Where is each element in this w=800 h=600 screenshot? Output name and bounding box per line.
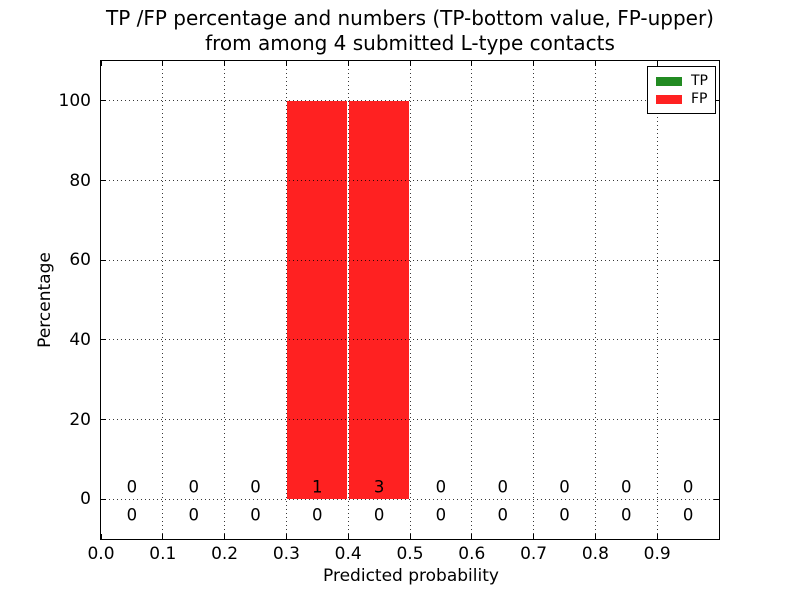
y-tick-mark-left xyxy=(101,339,106,341)
x-tick-mark-top xyxy=(594,61,596,66)
y-tick-mark-right xyxy=(714,419,719,420)
chart-title-line-2: from among 4 submitted L-type contacts xyxy=(205,31,615,55)
fp-count-label: 0 xyxy=(435,477,447,497)
y-tick-mark-left xyxy=(101,259,106,261)
tp-count-label: 0 xyxy=(250,505,261,525)
fp-count-label: 0 xyxy=(559,477,570,497)
fp-count-label: 3 xyxy=(373,477,385,497)
tp-count-label: 0 xyxy=(621,505,632,525)
x-tick-mark-top xyxy=(162,61,164,66)
tp-count-label: 0 xyxy=(497,505,508,525)
chart-title-line-1: TP /FP percentage and numbers (TP-bottom… xyxy=(106,6,714,30)
legend-swatch-fp xyxy=(656,94,682,104)
y-tick-label: 40 xyxy=(69,329,91,350)
y-tick-mark-right xyxy=(714,498,719,500)
gridline-v xyxy=(471,61,473,539)
fp-count-label: 0 xyxy=(621,477,632,497)
x-tick-mark-bottom xyxy=(347,534,349,539)
y-tick-mark-right xyxy=(714,180,719,181)
x-tick-mark-bottom xyxy=(224,534,226,539)
x-tick-label: 0.0 xyxy=(87,544,115,564)
gridline-v xyxy=(347,61,349,539)
x-tick-mark-bottom xyxy=(594,534,596,539)
x-tick-mark-bottom xyxy=(533,534,535,539)
tp-count-label: 0 xyxy=(435,505,447,525)
tp-count-label: 0 xyxy=(682,505,694,525)
x-tick-label: 0.3 xyxy=(272,544,300,564)
x-tick-mark-top xyxy=(347,61,349,66)
y-tick-label: 80 xyxy=(69,170,91,191)
fp-count-label: 0 xyxy=(682,477,694,497)
x-tick-label: 0.2 xyxy=(211,544,239,564)
x-tick-mark-bottom xyxy=(471,534,473,539)
gridline-v xyxy=(409,61,411,539)
tp-count-label: 0 xyxy=(126,505,138,525)
legend-swatch-tp xyxy=(656,76,682,86)
fp-bar xyxy=(349,100,409,500)
x-tick-mark-bottom xyxy=(100,534,102,539)
x-axis-label: Predicted probability xyxy=(323,566,499,586)
x-tick-label: 0.9 xyxy=(643,544,671,564)
legend-row-fp: FP xyxy=(656,92,715,106)
x-tick-mark-top xyxy=(471,61,473,66)
gridline-v xyxy=(162,61,164,539)
x-tick-mark-top xyxy=(285,61,287,66)
x-tick-mark-top xyxy=(533,61,535,66)
fp-count-label: 1 xyxy=(312,477,323,497)
y-tick-mark-left xyxy=(101,498,106,500)
tp-count-label: 0 xyxy=(559,505,570,525)
x-tick-mark-top xyxy=(100,61,102,66)
fp-count-label: 0 xyxy=(250,477,261,497)
x-tick-label: 0.1 xyxy=(149,544,177,564)
gridline-v xyxy=(224,61,226,539)
legend-label-fp: FP xyxy=(691,91,708,107)
x-tick-mark-bottom xyxy=(162,534,164,539)
y-tick-mark-left xyxy=(101,180,106,181)
gridline-v xyxy=(594,61,596,539)
y-tick-label: 20 xyxy=(69,409,91,430)
y-tick-mark-right xyxy=(714,339,719,341)
x-tick-mark-bottom xyxy=(285,534,287,539)
x-tick-label: 0.8 xyxy=(581,544,609,564)
y-tick-label: 60 xyxy=(69,250,91,271)
tp-count-label: 0 xyxy=(188,505,199,525)
x-tick-label: 0.4 xyxy=(334,544,362,564)
gridline-v xyxy=(533,61,535,539)
y-tick-mark-right xyxy=(714,100,719,102)
legend: TP FP xyxy=(647,66,716,114)
gridline-v xyxy=(656,61,658,539)
x-tick-mark-top xyxy=(224,61,226,66)
y-tick-label: 0 xyxy=(80,489,91,510)
x-tick-mark-bottom xyxy=(409,534,411,539)
x-tick-label: 0.6 xyxy=(458,544,486,564)
fp-count-label: 0 xyxy=(126,477,138,497)
y-tick-label: 100 xyxy=(58,90,91,111)
gridline-v xyxy=(285,61,287,539)
chart-title: TP /FP percentage and numbers (TP-bottom… xyxy=(100,6,720,56)
legend-label-tp: TP xyxy=(691,73,708,89)
fp-count-label: 0 xyxy=(497,477,508,497)
x-tick-label: 0.7 xyxy=(520,544,548,564)
x-tick-mark-bottom xyxy=(656,534,658,539)
y-tick-mark-left xyxy=(101,419,106,420)
x-tick-mark-top xyxy=(656,61,658,66)
tp-count-label: 0 xyxy=(312,505,323,525)
plot-area: Predicted probability TP FP 0.0 0.1 0.2 0.3 0… xyxy=(59,60,720,586)
tp-count-label: 0 xyxy=(373,505,385,525)
legend-row-tp: TP xyxy=(656,74,715,88)
y-tick-mark-left xyxy=(101,100,106,102)
fp-bar xyxy=(287,100,348,500)
x-tick-label: 0.5 xyxy=(396,544,424,564)
x-tick-mark-top xyxy=(409,61,411,66)
y-tick-mark-right xyxy=(714,259,719,261)
fp-count-label: 0 xyxy=(188,477,199,497)
